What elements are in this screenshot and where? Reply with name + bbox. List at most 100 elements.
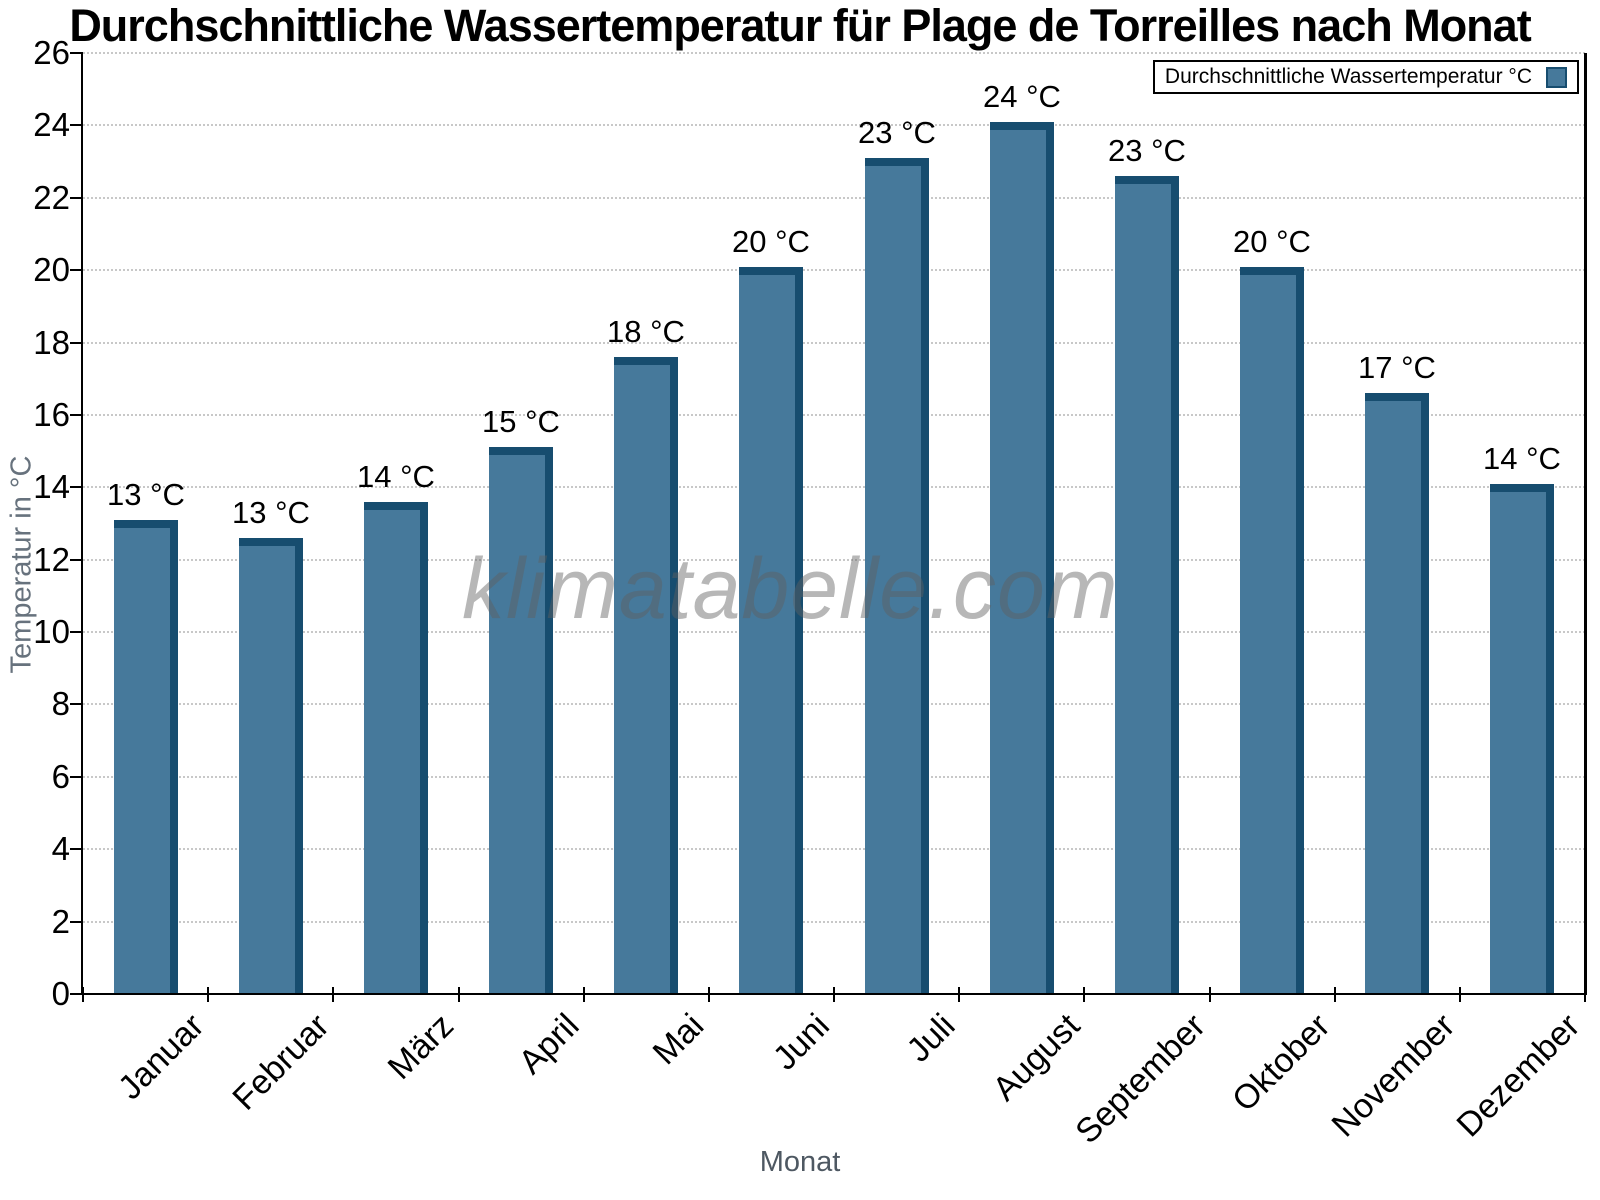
x-tick-0 — [82, 987, 84, 1002]
y-tick-8 — [70, 703, 83, 706]
bar-februar — [239, 538, 303, 994]
bar-value-label-november: 17 °C — [1358, 350, 1436, 385]
x-category-label-juli: Juli — [899, 1006, 963, 1070]
y-tick-10 — [70, 631, 83, 634]
bar-april — [489, 447, 553, 994]
y-tick-6 — [70, 775, 83, 778]
y-tick-12 — [70, 558, 83, 561]
x-tick-10 — [1333, 987, 1336, 1002]
x-tick-9 — [1208, 987, 1211, 1002]
y-axis-line — [81, 53, 83, 994]
y-tick-label-12: 12 — [33, 540, 70, 578]
gridline-24 — [83, 124, 1585, 127]
bar-value-label-juli: 23 °C — [858, 115, 936, 150]
y-tick-label-8: 8 — [51, 685, 70, 723]
y-tick-0 — [70, 993, 83, 995]
x-category-label-mai: Mai — [645, 1006, 712, 1073]
x-tick-4 — [582, 987, 585, 1002]
bar-august — [990, 122, 1054, 994]
legend-color-swatch-icon — [1546, 66, 1567, 88]
y-tick-label-22: 22 — [33, 178, 70, 216]
y-tick-2 — [70, 920, 83, 923]
x-tick-1 — [207, 987, 210, 1002]
bar-value-label-oktober: 20 °C — [1233, 224, 1311, 259]
gridline-14 — [83, 486, 1585, 489]
gridline-20 — [83, 269, 1585, 272]
y-tick-label-6: 6 — [51, 757, 70, 795]
y-tick-4 — [70, 848, 83, 851]
gridline-26 — [83, 52, 1585, 54]
y-tick-label-10: 10 — [33, 613, 70, 651]
bar-value-label-juni: 20 °C — [732, 224, 810, 259]
y-axis-title: Temperatur in °C — [5, 455, 38, 674]
y-tick-24 — [70, 124, 83, 127]
gridline-16 — [83, 413, 1585, 416]
chart-title: Durchschnittliche Wassertemperatur für P… — [69, 0, 1531, 51]
bar-value-label-dezember: 14 °C — [1483, 441, 1561, 476]
y-tick-label-14: 14 — [33, 468, 70, 506]
x-tick-5 — [707, 987, 710, 1002]
gridline-10 — [83, 631, 1585, 634]
gridline-12 — [83, 558, 1585, 561]
x-category-label-september: September — [1067, 1006, 1213, 1152]
bar-september — [1115, 176, 1179, 994]
gridline-22 — [83, 196, 1585, 199]
gridline-4 — [83, 848, 1585, 851]
bar-juni — [739, 267, 803, 994]
x-tick-8 — [1083, 987, 1086, 1002]
bar-januar — [114, 520, 178, 994]
gridline-6 — [83, 775, 1585, 778]
x-category-label-april: April — [511, 1006, 587, 1082]
bar-dezember — [1490, 484, 1554, 994]
y-tick-label-2: 2 — [51, 902, 70, 940]
x-tick-7 — [958, 987, 961, 1002]
y-tick-label-16: 16 — [33, 395, 70, 433]
y-tick-label-0: 0 — [51, 975, 70, 1012]
x-category-label-august: August — [985, 1006, 1088, 1109]
bar-november — [1365, 393, 1429, 994]
x-category-label-januar: Januar — [111, 1006, 212, 1107]
y-tick-18 — [70, 341, 83, 344]
x-tick-11 — [1458, 987, 1461, 1002]
x-category-label-märz: März — [381, 1006, 462, 1087]
y-tick-16 — [70, 413, 83, 416]
y-tick-14 — [70, 486, 83, 489]
gridline-8 — [83, 703, 1585, 706]
x-tick-2 — [332, 987, 335, 1002]
y-tick-26 — [70, 52, 83, 54]
bar-value-label-januar: 13 °C — [107, 477, 185, 512]
x-category-label-november: November — [1324, 1006, 1463, 1145]
y-tick-22 — [70, 196, 83, 199]
bar-value-label-februar: 13 °C — [232, 495, 310, 530]
x-tick-3 — [457, 987, 460, 1002]
watermark: klimatabelle.com — [462, 541, 1119, 637]
y-tick-label-24: 24 — [33, 106, 70, 144]
x-tick-12 — [1584, 987, 1586, 1002]
legend[interactable]: Durchschnittliche Wassertemperatur °C — [1152, 60, 1579, 94]
y-tick-label-26: 26 — [33, 34, 70, 71]
y-tick-label-20: 20 — [33, 251, 70, 289]
gridline-2 — [83, 920, 1585, 923]
bar-mai — [614, 357, 678, 994]
bar-märz — [364, 502, 428, 994]
bar-value-label-märz: 14 °C — [357, 459, 435, 494]
x-category-label-juni: Juni — [765, 1006, 837, 1078]
bar-value-label-august: 24 °C — [983, 79, 1061, 114]
bar-value-label-september: 23 °C — [1108, 133, 1186, 168]
x-tick-6 — [833, 987, 835, 1002]
y-tick-20 — [70, 269, 83, 272]
bar-value-label-april: 15 °C — [482, 404, 560, 439]
y-tick-label-18: 18 — [33, 323, 70, 361]
x-axis-title: Monat — [759, 1146, 841, 1178]
legend-label: Durchschnittliche Wassertemperatur °C — [1164, 65, 1532, 88]
x-category-label-oktober: Oktober — [1225, 1006, 1338, 1119]
y-tick-label-4: 4 — [51, 830, 70, 868]
bar-oktober — [1240, 267, 1304, 994]
bar-value-label-mai: 18 °C — [607, 314, 685, 349]
bar-juli — [865, 158, 929, 994]
